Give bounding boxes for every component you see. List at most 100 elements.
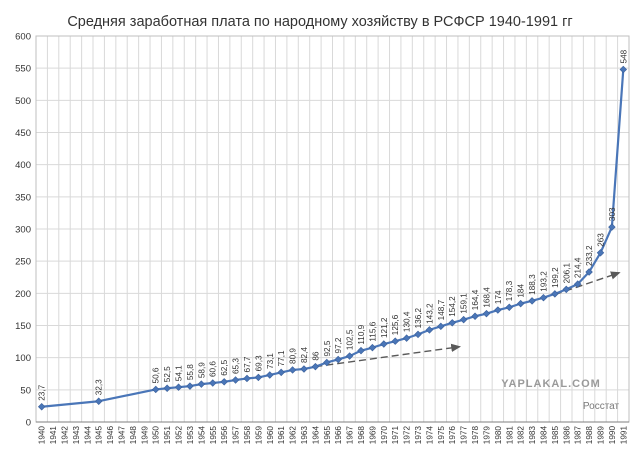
- x-tick-label: 1965: [323, 426, 332, 445]
- x-tick-label: 1953: [186, 426, 195, 445]
- x-tick-label: 1975: [437, 426, 446, 445]
- data-label: 110,9: [357, 324, 366, 344]
- data-label: 178,3: [505, 280, 514, 301]
- data-label: 102,5: [346, 329, 355, 350]
- x-tick-label: 1955: [209, 426, 218, 445]
- x-tick-label: 1984: [539, 426, 548, 445]
- x-tick-label: 1980: [494, 426, 503, 445]
- data-point: [254, 373, 263, 382]
- x-tick-label: 1945: [95, 426, 104, 445]
- data-label: 54,1: [175, 365, 184, 381]
- x-tick-label: 1963: [300, 426, 309, 445]
- x-tick-label: 1970: [380, 426, 389, 445]
- x-tick-label: 1952: [175, 426, 184, 445]
- x-tick-label: 1956: [220, 426, 229, 445]
- data-label: 193,2: [539, 271, 548, 292]
- data-point: [562, 285, 571, 294]
- data-label: 69,3: [254, 355, 263, 371]
- data-point: [551, 290, 559, 298]
- data-label: 168,4: [482, 287, 491, 308]
- data-label: 125,6: [391, 314, 400, 335]
- data-point: [152, 385, 160, 394]
- grid: [35, 35, 630, 423]
- y-tick-label: 600: [15, 32, 31, 43]
- x-tick-label: 1973: [414, 426, 423, 445]
- data-label: 73,1: [266, 353, 275, 369]
- data-point: [209, 379, 217, 387]
- data-point: [94, 397, 103, 405]
- x-tick-label: 1978: [471, 426, 480, 445]
- data-label: 97,2: [334, 337, 343, 353]
- trend-arrow: [315, 343, 462, 368]
- x-tick-label: 1960: [266, 426, 275, 445]
- data-point: [266, 371, 274, 379]
- x-axis: 1940 1941 1942 1943 1944 1945 1946 1947 1948 1949…: [36, 421, 629, 445]
- x-tick-label: 1985: [551, 426, 560, 445]
- data-label: 199,2: [551, 267, 560, 288]
- y-tick-label: 550: [15, 64, 31, 75]
- y-tick-label: 350: [15, 192, 31, 203]
- data-label: 82,4: [300, 347, 309, 363]
- data-label: 86: [311, 351, 320, 361]
- data-label: 52,5: [163, 366, 172, 382]
- data-point: [163, 384, 171, 392]
- data-label: 184: [517, 284, 526, 298]
- data-point: [505, 303, 513, 312]
- data-point: [414, 330, 422, 339]
- x-tick-label: 1941: [49, 426, 58, 445]
- source-label: Росстат: [583, 401, 620, 412]
- data-label: 206,1: [562, 262, 571, 283]
- x-tick-label: 1948: [129, 426, 138, 445]
- x-tick-label: 1949: [140, 426, 149, 445]
- data-label: 263: [596, 233, 605, 247]
- data-point: [596, 249, 605, 257]
- x-tick-label: 1987: [574, 426, 583, 445]
- data-point: [220, 378, 228, 386]
- y-tick-label: 250: [15, 257, 31, 268]
- data-point: [482, 309, 491, 318]
- series-markers: [37, 65, 628, 411]
- data-point: [437, 322, 445, 331]
- x-tick-label: 1958: [243, 426, 252, 445]
- chart-title: Средняя заработная плата по народному хо…: [67, 14, 572, 30]
- x-tick-label: 1944: [83, 426, 92, 445]
- data-label: 23,7: [38, 384, 47, 400]
- data-point: [585, 268, 593, 276]
- y-tick-label: 450: [15, 128, 31, 139]
- y-tick-label: 200: [15, 289, 31, 300]
- data-point: [402, 334, 411, 342]
- data-label: 233,2: [585, 245, 594, 266]
- data-point: [494, 306, 502, 314]
- data-point: [277, 368, 285, 377]
- data-point: [391, 337, 399, 345]
- x-tick-label: 1951: [163, 426, 172, 445]
- data-point: [573, 280, 582, 288]
- data-point: [288, 366, 297, 374]
- x-tick-label: 1991: [619, 426, 628, 445]
- x-tick-label: 1962: [289, 426, 298, 445]
- data-label: 50,6: [152, 367, 161, 383]
- x-tick-label: 1969: [368, 426, 377, 445]
- x-tick-label: 1940: [38, 426, 47, 445]
- x-tick-label: 1968: [357, 426, 366, 445]
- data-point: [619, 65, 628, 74]
- data-label: 143,2: [425, 303, 434, 324]
- y-tick-label: 100: [15, 353, 31, 364]
- data-label: 80,9: [289, 348, 298, 364]
- data-label: 58,9: [197, 362, 206, 378]
- x-tick-label: 1967: [346, 426, 355, 445]
- data-point: [311, 362, 320, 371]
- data-point: [197, 380, 206, 388]
- data-label: 32,3: [95, 379, 104, 395]
- data-label: 67,7: [243, 356, 252, 372]
- x-tick-label: 1977: [460, 426, 469, 445]
- data-labels: 23,7 32,3 50,6 52,5 54,1 55,8 58,9 60,6 62,5 65,3…: [38, 49, 629, 400]
- x-tick-label: 1988: [585, 426, 594, 445]
- data-point: [186, 382, 194, 390]
- data-point: [608, 223, 616, 231]
- x-tick-label: 1986: [562, 426, 571, 445]
- data-point: [174, 383, 183, 391]
- data-point: [345, 352, 354, 360]
- data-label: 65,3: [232, 358, 241, 374]
